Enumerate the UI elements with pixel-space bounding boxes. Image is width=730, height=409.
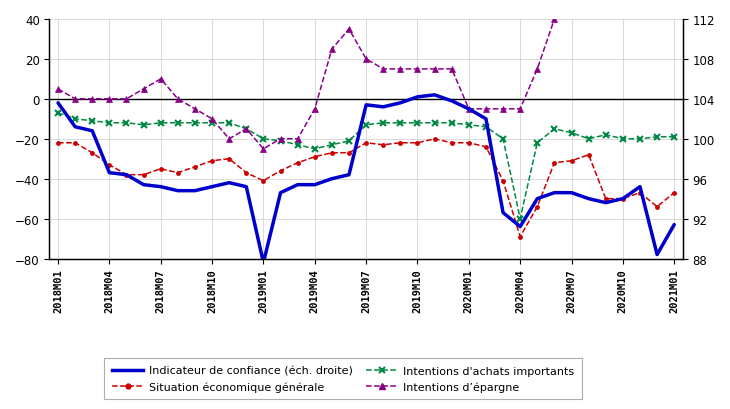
Legend: Indicateur de confiance (éch. droite), Situation économique générale, Intentions: Indicateur de confiance (éch. droite), S… bbox=[104, 358, 582, 399]
